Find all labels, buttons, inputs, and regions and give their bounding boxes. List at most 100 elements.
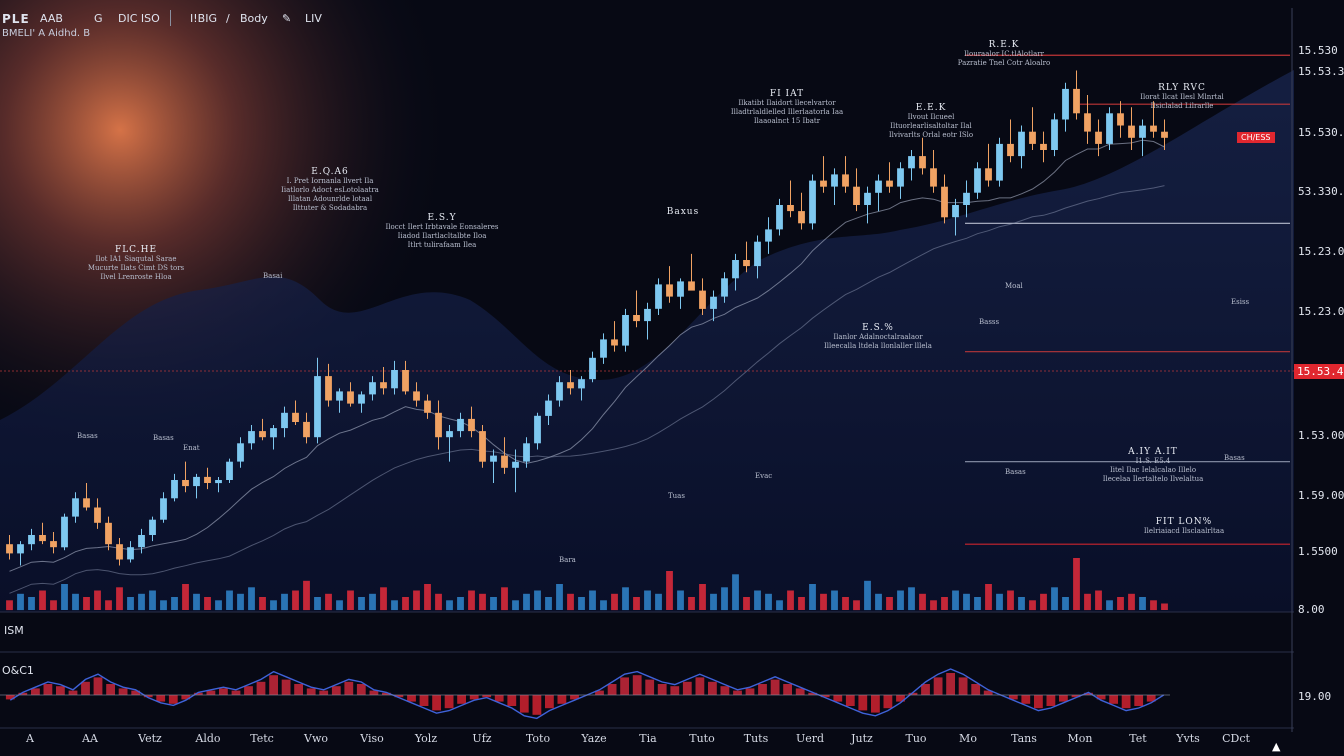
annotation-line: Ilocct Ilert Irbtavale Eonsaleres <box>385 223 499 231</box>
chart-annotation[interactable]: E.Q.A6 I. Pret Iornanla llvert Ila Iiatlor… <box>260 168 400 213</box>
oscillator-bar <box>382 692 391 695</box>
chart-annotation[interactable]: RLY RVC Ilorat Ilcat Ilesl Mlnrtal Ilsicla… <box>1112 84 1252 111</box>
time-label: Tuts <box>743 732 769 745</box>
chart-annotation[interactable]: E.E.K Ilvout Ilcueel Iltuorlearlisaltoltar… <box>861 104 1001 140</box>
volume-bar <box>1040 593 1047 611</box>
chart-annotation[interactable]: FLC.HE Ilot IA1 Siaqutal Sarae Mucurte Ila… <box>66 246 206 282</box>
cursor-icon[interactable]: ▲ <box>1272 740 1281 753</box>
alert-tag[interactable]: CH/ESS <box>1237 132 1275 143</box>
volume-bar <box>94 590 101 610</box>
volume-bar <box>490 597 497 610</box>
oscillator-bar <box>457 695 466 704</box>
oscillator-bar <box>833 695 843 702</box>
drawing-tool-icon[interactable]: ✎ <box>282 12 292 25</box>
volume-bar <box>457 597 464 610</box>
chart-annotation[interactable]: E.S.% Ilanlor Adalnoctalraalaor Illeecalla… <box>808 324 948 351</box>
annotation-line: Ilkatibt Ilaidort llecelvartor <box>738 99 836 107</box>
volume-bar <box>611 593 618 611</box>
annotation-title: E.S.Y <box>427 213 457 223</box>
volume-bar <box>28 597 35 610</box>
oscillator-bar <box>444 695 454 709</box>
candle-body <box>589 357 596 380</box>
volume-bar <box>402 597 409 610</box>
time-axis[interactable]: A AA Vetz Aldo Tetc Vwo Viso Yolz Ufz To… <box>0 732 1294 752</box>
candle-body <box>347 391 354 404</box>
oscillator-bar <box>1096 695 1106 700</box>
candle-body <box>1073 88 1080 114</box>
candle-body <box>721 278 728 297</box>
candle-body <box>688 281 695 291</box>
candle-body <box>61 516 68 548</box>
chart-annotation[interactable]: Baxus <box>613 208 753 217</box>
volume-bar <box>435 593 442 611</box>
oscillator-axis-label: 19.00 <box>1298 690 1332 703</box>
candle-body <box>1007 143 1014 157</box>
candle-body <box>28 535 35 545</box>
price-axis[interactable]: 15.530 15.53.30 15.530.07 53.330.00 15.2… <box>1294 0 1344 730</box>
candle-body <box>644 308 651 322</box>
annotation-line: Ilvel Lrenroste Hloa <box>100 273 172 281</box>
volume-bar <box>655 593 662 611</box>
volume-bar <box>798 597 805 610</box>
oscillator-bar <box>193 692 203 695</box>
volume-bar <box>633 597 640 610</box>
volume-bar <box>50 600 57 611</box>
price-label: 8.00 <box>1298 603 1325 616</box>
volume-bar <box>908 587 915 611</box>
candle-body <box>72 498 79 517</box>
volume-bar <box>215 600 222 611</box>
symbol-label[interactable]: PLE <box>2 12 30 26</box>
time-label: Tia <box>639 732 657 745</box>
candle-body <box>853 186 860 205</box>
header-item[interactable]: AAB <box>40 12 63 25</box>
time-label: A <box>26 732 34 745</box>
annotation-title: R.E.K <box>988 40 1020 50</box>
candle-body <box>1040 143 1047 150</box>
volume-bar <box>600 600 607 611</box>
candle-body <box>380 382 387 389</box>
volume-bar <box>589 590 596 610</box>
volume-bar <box>809 584 816 610</box>
candle-body <box>1128 125 1135 138</box>
header-item[interactable]: I!BIG <box>190 12 217 25</box>
time-label: Jutz <box>851 732 873 745</box>
header-item[interactable]: LIV <box>305 12 322 25</box>
candle-body <box>193 476 200 487</box>
oscillator-bar <box>1021 695 1031 704</box>
volume-bar <box>226 590 233 610</box>
candle-body <box>600 339 607 358</box>
oscillator-bar <box>219 688 228 695</box>
volume-bar <box>116 587 123 611</box>
oscillator-bar <box>106 684 115 695</box>
oscillator-bar <box>432 695 441 711</box>
volume-bar <box>127 597 134 610</box>
header-item[interactable]: DIC ISO <box>118 12 160 25</box>
price-label: 15.23.00 <box>1298 245 1344 258</box>
candle-body <box>1062 88 1069 120</box>
time-label: Vetz <box>138 732 162 745</box>
chart-annotation[interactable]: A.IY A.IT I1.S. E5.4 Iitel Ilac Ielalcalao… <box>1083 448 1223 484</box>
candle-body <box>435 412 442 438</box>
volume-bar <box>259 597 266 610</box>
annotation-line: Ilorat Ilcat Ilesl Mlnrtal <box>1140 93 1224 101</box>
time-label: Tuto <box>689 732 715 745</box>
candle-body <box>831 174 838 187</box>
oscillator-bar <box>394 695 404 698</box>
chart-annotation[interactable]: E.S.Y Ilocct Ilert Irbtavale Eonsaleres Ii… <box>372 214 512 250</box>
time-label: Tet <box>1129 732 1147 745</box>
chart-annotation[interactable]: R.E.K Ilouraalor IC.tlAlotlarr Pazratie Tn… <box>934 41 1074 68</box>
oscillator-bar <box>1008 695 1018 700</box>
volume-bar <box>666 571 673 610</box>
header-item[interactable]: Body <box>240 12 268 25</box>
candle-body <box>83 498 90 508</box>
volume-panel-label: ISM <box>4 624 24 637</box>
oscillator-bar <box>532 695 542 715</box>
header-item[interactable]: G <box>94 12 103 25</box>
chart-annotation[interactable]: FI IAT Ilkatibt Ilaidort llecelvartor Illa… <box>717 90 857 126</box>
small-annotation-mark: Enat <box>183 444 200 452</box>
annotation-line: Ilvivarlts Orlal eotr ISlo <box>888 131 974 139</box>
candle-body <box>776 205 783 230</box>
annotation-line: Ilanlor Adalnoctalraalaor <box>833 333 923 341</box>
chart-annotation[interactable]: FIT LON% Ilelriaiacd Ilsclaalrltaa <box>1114 518 1254 536</box>
candle-body <box>413 391 420 401</box>
